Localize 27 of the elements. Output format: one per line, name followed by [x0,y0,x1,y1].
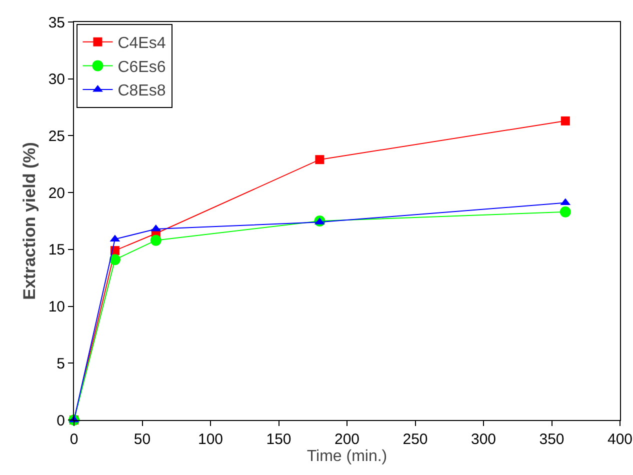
legend-label: C6Es6 [118,58,166,76]
point [150,234,162,246]
y-tick-label: 5 [56,355,65,372]
x-tick-label: 100 [198,431,224,448]
x-tick-label: 300 [470,431,496,448]
point [315,155,324,164]
y-tick-label: 10 [48,298,65,316]
legend-label: C4Es4 [118,35,166,52]
x-axis-title: Time (min.) [306,448,388,465]
legend-label: C8Es8 [118,82,166,100]
x-tick-label: 50 [134,431,151,448]
y-tick-label: 0 [56,412,65,430]
point [109,254,120,266]
y-tick-label: 35 [48,14,65,32]
y-tick-label: 20 [48,184,65,202]
x-tick-label: 400 [607,431,633,448]
x-tick-label: 250 [402,431,428,448]
y-axis-title: Extraction yield (%) [20,142,39,300]
y-tick-label: 25 [48,128,65,145]
y-tick-label: 30 [48,71,65,88]
x-tick-label: 200 [334,431,360,448]
point [560,206,571,218]
point [560,116,570,126]
y-tick-label: 15 [48,242,65,259]
x-tick-label: 350 [539,431,564,448]
x-tick-label: 0 [70,431,78,448]
x-tick-label: 150 [266,431,292,448]
